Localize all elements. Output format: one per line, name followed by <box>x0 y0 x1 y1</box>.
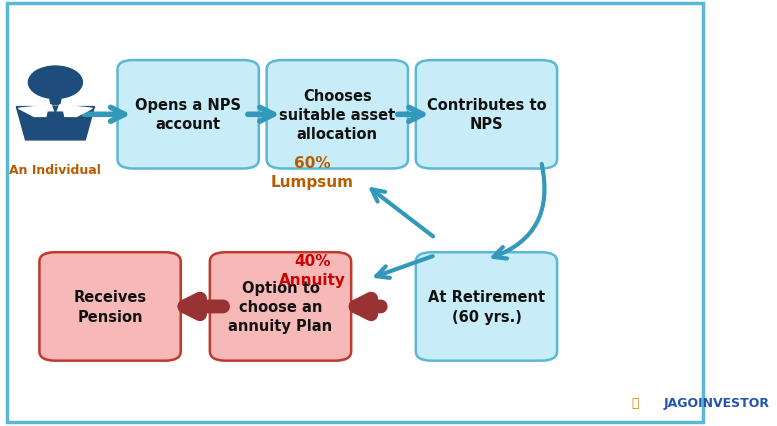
Polygon shape <box>45 113 65 138</box>
Circle shape <box>29 67 82 99</box>
Text: An Individual: An Individual <box>9 164 101 177</box>
Polygon shape <box>19 106 55 117</box>
Polygon shape <box>50 99 61 106</box>
FancyBboxPatch shape <box>416 253 557 361</box>
FancyBboxPatch shape <box>40 253 181 361</box>
Text: Opens a NPS
account: Opens a NPS account <box>135 98 241 132</box>
Text: JAGOINVESTOR: JAGOINVESTOR <box>664 396 770 409</box>
FancyBboxPatch shape <box>7 4 703 422</box>
Text: 40%
Annuity: 40% Annuity <box>279 254 346 287</box>
Text: Option to
choose an
annuity Plan: Option to choose an annuity Plan <box>228 280 333 334</box>
FancyBboxPatch shape <box>416 61 557 169</box>
Polygon shape <box>55 106 92 117</box>
FancyBboxPatch shape <box>210 253 351 361</box>
FancyBboxPatch shape <box>117 61 259 169</box>
Polygon shape <box>16 107 95 141</box>
Text: 🏠: 🏠 <box>632 396 639 409</box>
Text: Receives
Pension: Receives Pension <box>74 290 147 324</box>
Text: Chooses
suitable asset
allocation: Chooses suitable asset allocation <box>279 88 395 142</box>
Text: Contributes to
NPS: Contributes to NPS <box>427 98 546 132</box>
Text: At Retirement
(60 yrs.): At Retirement (60 yrs.) <box>428 290 545 324</box>
FancyBboxPatch shape <box>267 61 408 169</box>
Text: 60%
Lumpsum: 60% Lumpsum <box>271 156 354 189</box>
